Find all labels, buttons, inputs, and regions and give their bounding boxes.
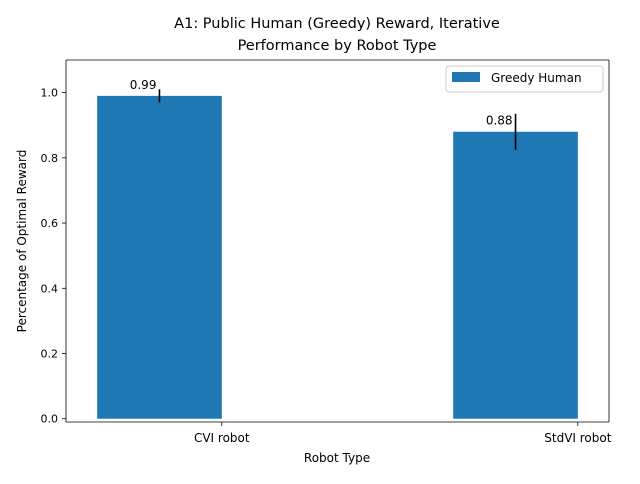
x-tick-label: StdVI robot <box>544 431 611 445</box>
bar-stdvi-robot <box>453 131 578 419</box>
data-label: 0.88 <box>486 114 513 128</box>
legend-label-greedy-human: Greedy Human <box>491 71 582 85</box>
x-tick-label: CVI robot <box>194 431 250 445</box>
chart-title-line-2: Performance by Robot Type <box>238 38 437 54</box>
y-tick-label: 0.0 <box>41 413 59 426</box>
y-tick-label: 0.4 <box>41 282 59 295</box>
y-axis-label: Percentage of Optimal Reward <box>15 150 29 333</box>
x-axis-label: Robot Type <box>304 451 370 465</box>
data-label: 0.99 <box>130 78 157 92</box>
plot-area: 0.0 0.2 0.4 0.6 0.8 1.0 0.99 0.88 CVI robot StdVI… <box>41 78 612 445</box>
chart-title-line-1: A1: Public Human (Greedy) Reward, Iterat… <box>174 16 500 32</box>
legend-swatch-greedy-human <box>452 72 480 82</box>
legend-frame <box>445 65 604 93</box>
y-tick-label: 0.8 <box>41 152 59 165</box>
y-tick-label: 0.6 <box>41 217 59 230</box>
y-tick-label: 0.2 <box>41 348 59 361</box>
bar-cvi-robot <box>97 95 222 419</box>
legend: Greedy Human <box>445 65 604 93</box>
y-tick-label: 1.0 <box>41 87 59 100</box>
